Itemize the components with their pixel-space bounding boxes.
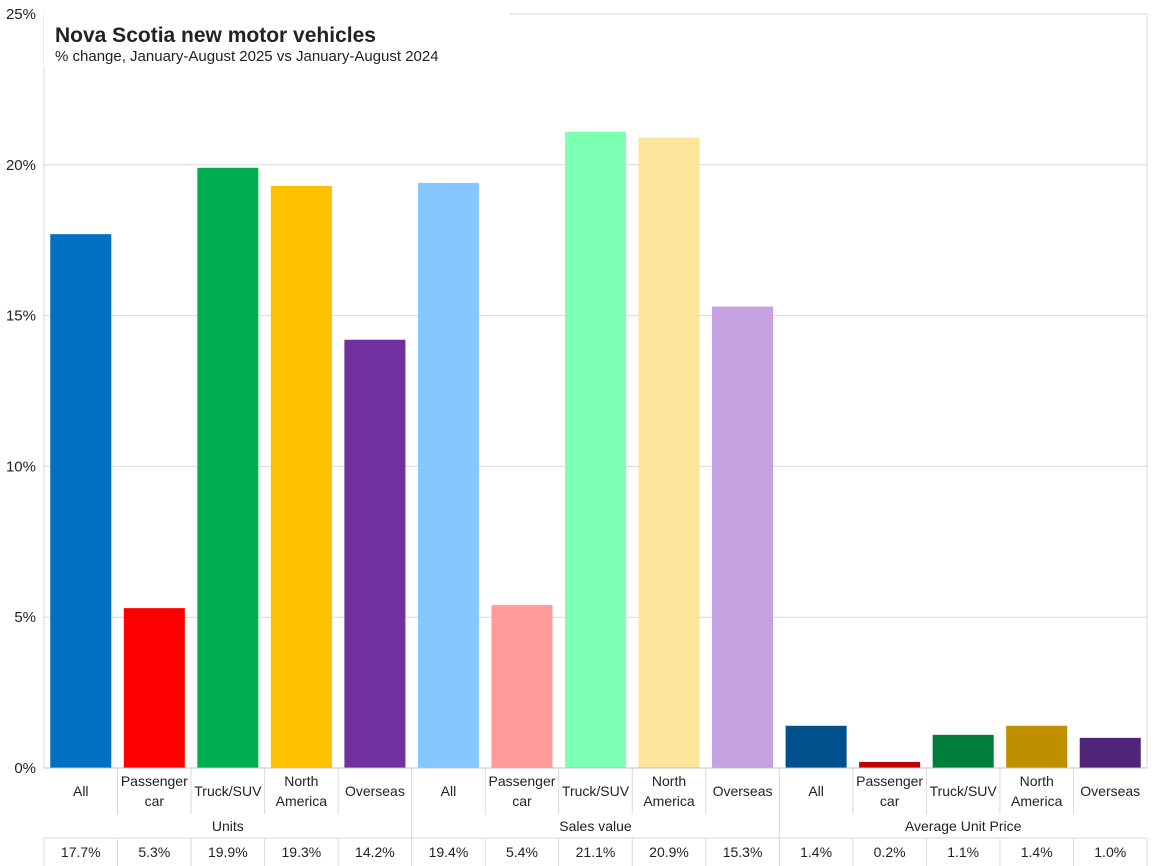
x-tick-label: All (441, 783, 457, 799)
bar-units-passenger-car (123, 608, 185, 768)
group-label: Units (212, 818, 244, 834)
y-tick-label: 5% (14, 609, 36, 626)
x-tick-label: America (276, 793, 328, 809)
bar-sales-value-passenger-car (491, 605, 553, 768)
chart-subtitle: % change, January-August 2025 vs January… (55, 48, 439, 65)
x-tick-label: North (1020, 773, 1054, 789)
x-tick-label: All (808, 783, 824, 799)
data-label: 19.4% (429, 844, 469, 860)
y-tick-label: 25% (6, 6, 36, 23)
bar-average-unit-price-truck-suv (932, 734, 994, 768)
bar-average-unit-price-overseas (1079, 737, 1141, 768)
x-tick-label: Overseas (345, 783, 405, 799)
x-tick-label: Overseas (713, 783, 773, 799)
x-tick-label: North (652, 773, 686, 789)
chart-title: Nova Scotia new motor vehicles (55, 24, 376, 47)
data-label: 17.7% (61, 844, 101, 860)
x-tick-label: All (73, 783, 89, 799)
bar-average-unit-price-north-america (1006, 725, 1068, 768)
bar-units-north-america (270, 185, 332, 769)
x-tick-label: car (145, 793, 165, 809)
y-tick-label: 10% (6, 458, 36, 475)
group-label: Average Unit Price (905, 818, 1022, 834)
x-tick-label: Truck/SUV (562, 783, 630, 799)
title-box (44, 7, 510, 67)
bar-sales-value-truck-suv (564, 131, 627, 768)
data-label: 1.4% (1021, 844, 1053, 860)
x-tick-label: America (1011, 793, 1063, 809)
bar-units-truck-suv (197, 167, 259, 769)
x-tick-label: Passenger (488, 773, 555, 789)
y-axis-tick-labels: 0% 5% 10% 15% 20% 25% (6, 6, 36, 777)
x-tick-label: car (880, 793, 900, 809)
bar-sales-value-overseas (712, 306, 774, 768)
data-label: 5.4% (506, 844, 538, 860)
bar-sales-value-all (417, 182, 479, 768)
data-label: 19.9% (208, 844, 248, 860)
data-label: 15.3% (723, 844, 763, 860)
bar-average-unit-price-all (785, 725, 847, 768)
group-label: Sales value (559, 818, 632, 834)
bar-sales-value-north-america (638, 137, 700, 768)
y-tick-label: 15% (6, 308, 36, 325)
y-tick-label: 0% (14, 760, 36, 777)
x-tick-label: Passenger (856, 773, 923, 789)
data-label: 1.1% (947, 844, 979, 860)
data-label: 1.0% (1094, 844, 1126, 860)
x-axis: All 17.7% Passenger car 5.3% Truck/SUV 19.9% No… (43, 767, 1148, 866)
bar-units-overseas (344, 339, 406, 768)
x-tick-label: Truck/SUV (194, 783, 262, 799)
x-tick-label: Overseas (1080, 783, 1140, 799)
data-label: 20.9% (649, 844, 689, 860)
bar-average-unit-price-passenger-car (859, 761, 921, 768)
data-label: 21.1% (576, 844, 616, 860)
x-tick-label: Truck/SUV (930, 783, 998, 799)
data-label: 1.4% (800, 844, 832, 860)
x-tick-label: car (512, 793, 532, 809)
x-tick-label: America (643, 793, 695, 809)
data-label: 14.2% (355, 844, 395, 860)
bar-units-all (50, 234, 112, 769)
data-label: 19.3% (282, 844, 322, 860)
x-tick-label: North (284, 773, 318, 789)
bars (50, 131, 1141, 769)
data-label: 0.2% (874, 844, 906, 860)
data-label: 5.3% (138, 844, 170, 860)
y-tick-label: 20% (6, 157, 36, 174)
x-tick-label: Passenger (121, 773, 188, 789)
